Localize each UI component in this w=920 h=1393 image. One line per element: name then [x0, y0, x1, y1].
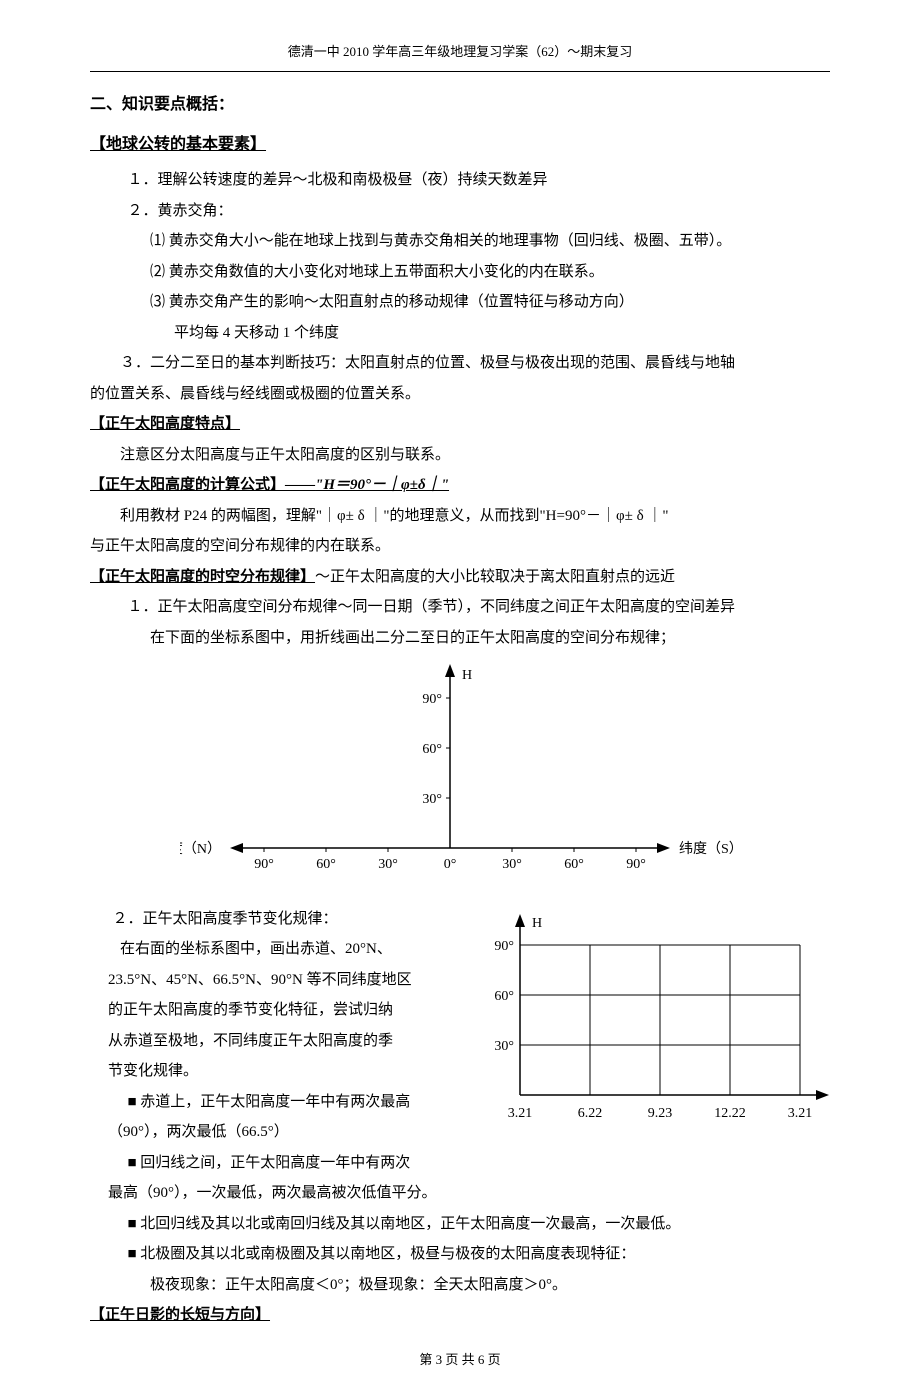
block2: 【正午太阳高度特点】	[90, 410, 830, 439]
chart2-text-col: ２．正午太阳高度季节变化规律： 在右面的坐标系图中，画出赤道、20°N、 23.…	[90, 905, 460, 1180]
block3-title: 【正午太阳高度的计算公式】——	[90, 477, 315, 493]
chart2-col: H 90° 60° 30° 3.21 6.22 9.23 12.22 3.21	[470, 905, 830, 1156]
b3-p1b: 与正午太阳高度的空间分布规律的内在联系。	[90, 532, 830, 561]
b1-line1: １．理解公转速度的差异～北极和南极极昼（夜）持续天数差异	[90, 166, 830, 195]
block3: 【正午太阳高度的计算公式】——"H＝90°－｜φ±δ｜"	[90, 471, 830, 500]
b4-l2e: 节变化规律。	[90, 1057, 460, 1086]
svg-text:H: H	[462, 668, 472, 683]
b4-bul1b: （90°），两次最低（66.5°）	[90, 1118, 460, 1147]
b1-sub3b: 平均每 4 天移动 1 个纬度	[90, 319, 830, 348]
page-footer: 第 3 页 共 6 页	[90, 1348, 830, 1373]
b4-bul2b: 最高（90°），一次最低，两次最高被次低值平分。	[90, 1179, 830, 1208]
svg-text:12.22: 12.22	[714, 1106, 746, 1121]
b1-sub1: ⑴ 黄赤交角大小～能在地球上找到与黄赤交角相关的地理事物（回归线、极圈、五带）。	[90, 227, 830, 256]
svg-text:纬度（N）: 纬度（N）	[180, 841, 221, 857]
svg-text:60°: 60°	[494, 989, 514, 1004]
svg-text:30°: 30°	[378, 857, 398, 872]
block3-formula: "H＝90°－｜φ±δ｜"	[315, 477, 449, 493]
block1-title-text: 【地球公转的基本要素】	[90, 136, 266, 153]
block5-title: 【正午日影的长短与方向】	[90, 1307, 270, 1323]
svg-text:60°: 60°	[422, 742, 442, 757]
svg-text:3.21: 3.21	[788, 1106, 813, 1121]
b1-line3b: 的位置关系、晨昏线与经线圈或极圈的位置关系。	[90, 380, 830, 409]
svg-text:30°: 30°	[494, 1039, 514, 1054]
b4-bul3: ■ 北回归线及其以北或南回归线及其以南地区，正午太阳高度一次最高，一次最低。	[90, 1210, 830, 1239]
svg-text:0°: 0°	[444, 857, 457, 872]
b4-bul4: ■ 北极圈及其以北或南极圈及其以南地区，极昼与极夜的太阳高度表现特征：	[90, 1240, 830, 1269]
b4-bul2a: ■ 回归线之间，正午太阳高度一年中有两次	[90, 1149, 460, 1178]
svg-text:90°: 90°	[422, 692, 442, 707]
svg-text:90°: 90°	[494, 939, 514, 954]
block5: 【正午日影的长短与方向】	[90, 1301, 830, 1330]
b4-bul1a: ■ 赤道上，正午太阳高度一年中有两次最高	[90, 1088, 460, 1117]
svg-text:60°: 60°	[564, 857, 584, 872]
b2-p1: 注意区分太阳高度与正午太阳高度的区别与联系。	[90, 441, 830, 470]
row-chart2: ２．正午太阳高度季节变化规律： 在右面的坐标系图中，画出赤道、20°N、 23.…	[90, 905, 830, 1180]
svg-text:90°: 90°	[626, 857, 646, 872]
svg-text:90°: 90°	[254, 857, 274, 872]
b4-line2: ２．正午太阳高度季节变化规律：	[90, 905, 460, 934]
b4-bul4b: 极夜现象：正午太阳高度＜0°；极昼现象：全天太阳高度＞0°。	[90, 1271, 830, 1300]
block4: 【正午太阳高度的时空分布规律】～正午太阳高度的大小比较取决于离太阳直射点的远近	[90, 563, 830, 592]
b4-l2c: 的正午太阳高度的季节变化特征，尝试归纳	[90, 996, 460, 1025]
b4-l2a: 在右面的坐标系图中，画出赤道、20°N、	[90, 935, 460, 964]
svg-text:30°: 30°	[422, 792, 442, 807]
b1-line3a: ３．二分二至日的基本判断技巧：太阳直射点的位置、极昼与极夜出现的范围、晨昏线与地…	[90, 349, 830, 378]
b1-sub2: ⑵ 黄赤交角数值的大小变化对地球上五带面积大小变化的内在联系。	[90, 258, 830, 287]
block4-title: 【正午太阳高度的时空分布规律】	[90, 569, 315, 585]
b1-sub3: ⑶ 黄赤交角产生的影响～太阳直射点的移动规律（位置特征与移动方向）	[90, 288, 830, 317]
svg-text:30°: 30°	[502, 857, 522, 872]
header-rule	[90, 71, 830, 72]
svg-text:9.23: 9.23	[648, 1106, 673, 1121]
b4-line1b: 在下面的坐标系图中，用折线画出二分二至日的正午太阳高度的空间分布规律；	[90, 624, 830, 653]
latitude-vs-H-chart: H 90° 60° 30° 90° 60° 30° 0° 30° 60° 90° 纬度（N） 纬度（S）	[180, 658, 740, 888]
page-header: 德清一中 2010 学年高三年级地理复习学案（62）～期末复习	[90, 40, 830, 65]
b4-line1: １．正午太阳高度空间分布规律～同一日期（季节），不同纬度之间正午太阳高度的空间差…	[90, 593, 830, 622]
svg-text:60°: 60°	[316, 857, 336, 872]
season-vs-H-chart: H 90° 60° 30° 3.21 6.22 9.23 12.22 3.21	[470, 905, 830, 1145]
b3-p1a: 利用教材 P24 的两幅图，理解"｜φ± δ ｜"的地理意义，从而找到"H=90…	[90, 502, 830, 531]
b4-l2b: 23.5°N、45°N、66.5°N、90°N 等不同纬度地区	[90, 966, 460, 995]
b4-l2d: 从赤道至极地，不同纬度正午太阳高度的季	[90, 1027, 460, 1056]
svg-text:6.22: 6.22	[578, 1106, 603, 1121]
svg-text:纬度（S）: 纬度（S）	[679, 841, 740, 857]
svg-text:H: H	[532, 916, 542, 931]
block1-title: 【地球公转的基本要素】	[90, 130, 830, 160]
block4-tilde: ～正午太阳高度的大小比较取决于离太阳直射点的远近	[315, 569, 675, 585]
chart1-wrap: H 90° 60° 30° 90° 60° 30° 0° 30° 60° 90° 纬度（N） 纬度（S）	[90, 658, 830, 899]
section-title: 二、知识要点概括：	[90, 90, 830, 120]
b1-line2: ２．黄赤交角：	[90, 197, 830, 226]
block2-title: 【正午太阳高度特点】	[90, 416, 240, 432]
svg-text:3.21: 3.21	[508, 1106, 533, 1121]
